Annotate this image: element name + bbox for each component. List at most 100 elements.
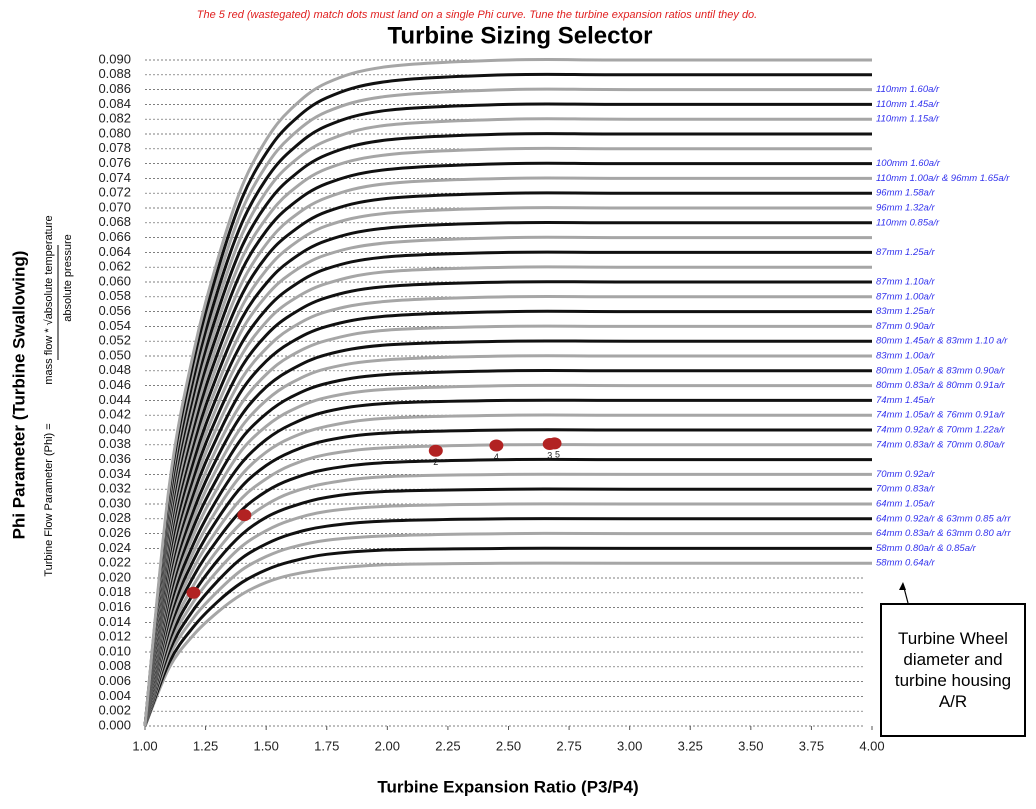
chart-title: Turbine Sizing Selector bbox=[388, 22, 653, 49]
formula-denominator: absolute pressure bbox=[62, 234, 74, 321]
y-tick-label: 0.022 bbox=[98, 555, 131, 570]
curve-label: 83mm 1.00a/r bbox=[876, 351, 935, 362]
match-dot bbox=[237, 509, 252, 522]
phi-curve bbox=[143, 443, 872, 727]
phi-curve bbox=[143, 383, 872, 727]
dot-label: 2 bbox=[433, 457, 438, 467]
y-tick-label: 0.036 bbox=[98, 451, 131, 466]
phi-curve bbox=[143, 309, 872, 727]
y-tick-label: 0.052 bbox=[98, 333, 131, 348]
dot-label: 3 bbox=[547, 450, 552, 460]
y-tick-label: 0.006 bbox=[98, 673, 131, 688]
curve-label: 100mm 1.60a/r bbox=[876, 158, 941, 169]
phi-curve bbox=[143, 294, 872, 727]
y-tick-label: 0.014 bbox=[98, 614, 131, 629]
arrow-head bbox=[899, 582, 906, 590]
y-tick-label: 0.018 bbox=[98, 584, 131, 599]
curve-label: 74mm 1.05a/r & 76mm 0.91a/r bbox=[876, 410, 1006, 421]
y-tick-label: 0.020 bbox=[98, 569, 131, 584]
match-dot bbox=[428, 444, 443, 457]
curve-label: 80mm 1.45a/r & 83mm 1.10 a/r bbox=[876, 336, 1008, 347]
grid bbox=[144, 59, 873, 730]
phi-curve bbox=[143, 369, 872, 727]
phi-curve bbox=[143, 280, 872, 727]
y-tick-label: 0.028 bbox=[98, 510, 131, 525]
note: The 5 red (wastegated) match dots must l… bbox=[197, 9, 758, 21]
x-tick-label: 2.25 bbox=[435, 738, 460, 753]
curve-label: 64mm 0.83a/r & 63mm 0.80 a/rr bbox=[876, 528, 1011, 539]
phi-curve bbox=[143, 517, 872, 727]
phi-curve bbox=[143, 250, 872, 727]
dot-label: 5 bbox=[555, 450, 560, 460]
phi-curve bbox=[143, 87, 872, 727]
labels: 0.0000.0020.0040.0060.0080.0100.0120.014… bbox=[98, 51, 1011, 753]
curve-label: 110mm 1.15a/r bbox=[876, 114, 940, 125]
y-tick-label: 0.078 bbox=[98, 140, 131, 155]
y-tick-label: 0.062 bbox=[98, 259, 131, 274]
y-tick-label: 0.040 bbox=[98, 421, 131, 436]
phi-curve bbox=[143, 206, 872, 727]
y-tick-label: 0.050 bbox=[98, 347, 131, 362]
curve-label: 58mm 0.64a/r bbox=[876, 558, 935, 569]
x-tick-label: 3.75 bbox=[799, 738, 824, 753]
y-tick-label: 0.008 bbox=[98, 658, 131, 673]
y-tick-label: 0.068 bbox=[98, 214, 131, 229]
phi-curve bbox=[143, 472, 873, 727]
y-tick-label: 0.064 bbox=[98, 244, 131, 259]
y-tick-label: 0.044 bbox=[98, 392, 131, 407]
y-tick-label: 0.072 bbox=[98, 185, 131, 200]
y-tick-label: 0.030 bbox=[98, 495, 131, 510]
curve-label: 110mm 1.00a/r & 96mm 1.65a/r bbox=[876, 173, 1010, 184]
y-tick-label: 0.032 bbox=[98, 481, 131, 496]
dot-label: 4 bbox=[494, 452, 499, 462]
phi-curve bbox=[143, 117, 872, 727]
y-tick-label: 0.016 bbox=[98, 599, 131, 614]
x-tick-label: 2.50 bbox=[496, 738, 521, 753]
curve-label: 70mm 0.83a/r bbox=[876, 484, 935, 495]
match-dot bbox=[547, 437, 562, 450]
phi-curve bbox=[143, 176, 872, 727]
curve-label: 110mm 0.85a/r bbox=[876, 217, 940, 228]
phi-curve bbox=[143, 457, 872, 727]
phi-curve bbox=[143, 428, 872, 727]
annotation-box: Turbine Wheel diameter and turbine housi… bbox=[880, 603, 1026, 737]
phi-curve bbox=[143, 354, 872, 727]
curve-label: 87mm 0.90a/r bbox=[876, 321, 935, 332]
curve-label: 87mm 1.10a/r bbox=[876, 277, 935, 288]
phi-curve bbox=[143, 531, 872, 727]
x-tick-label: 1.00 bbox=[132, 738, 157, 753]
x-tick-label: 3.50 bbox=[738, 738, 763, 753]
phi-curve bbox=[143, 546, 872, 727]
x-tick-label: 3.00 bbox=[617, 738, 642, 753]
y-tick-label: 0.066 bbox=[98, 229, 131, 244]
y-tick-label: 0.074 bbox=[98, 170, 131, 185]
x-tick-label: 3.25 bbox=[678, 738, 703, 753]
formula-numerator: mass flow * √absolute temperature bbox=[43, 215, 55, 384]
phi-curve bbox=[143, 265, 872, 727]
formula-lhs: Turbine Flow Parameter (Phi) = bbox=[43, 423, 55, 576]
curve-label: 58mm 0.80a/r & 0.85a/r bbox=[876, 543, 977, 554]
curve-label: 87mm 1.25a/r bbox=[876, 247, 935, 258]
phi-curve bbox=[143, 561, 872, 727]
curve-label: 80mm 1.05a/r & 83mm 0.90a/r bbox=[876, 365, 1006, 376]
curve-label: 110mm 1.60a/r bbox=[876, 84, 940, 95]
curve-label: 74mm 0.92a/r & 70mm 1.22a/r bbox=[876, 425, 1006, 436]
x-tick-label: 4.00 bbox=[859, 738, 884, 753]
y-tick-label: 0.088 bbox=[98, 66, 131, 81]
y-tick-label: 0.080 bbox=[98, 125, 131, 140]
y-tick-label: 0.042 bbox=[98, 407, 131, 422]
y-tick-label: 0.086 bbox=[98, 81, 131, 96]
curve-label: 80mm 0.83a/r & 80mm 0.91a/r bbox=[876, 380, 1006, 391]
x-tick-label: 2.00 bbox=[375, 738, 400, 753]
y-tick-label: 0.026 bbox=[98, 525, 131, 540]
curve-label: 70mm 0.92a/r bbox=[876, 469, 935, 480]
phi-curve bbox=[143, 502, 872, 727]
curve-label: 64mm 1.05a/r bbox=[876, 499, 935, 510]
y-axis-label: Phi Parameter (Turbine Swallowing) bbox=[9, 251, 28, 540]
y-tick-label: 0.058 bbox=[98, 288, 131, 303]
curve-label: 96mm 1.32a/r bbox=[876, 203, 935, 214]
y-tick-label: 0.048 bbox=[98, 362, 131, 377]
x-tick-label: 1.75 bbox=[314, 738, 339, 753]
match-dot bbox=[489, 439, 504, 452]
phi-curve bbox=[143, 398, 872, 727]
